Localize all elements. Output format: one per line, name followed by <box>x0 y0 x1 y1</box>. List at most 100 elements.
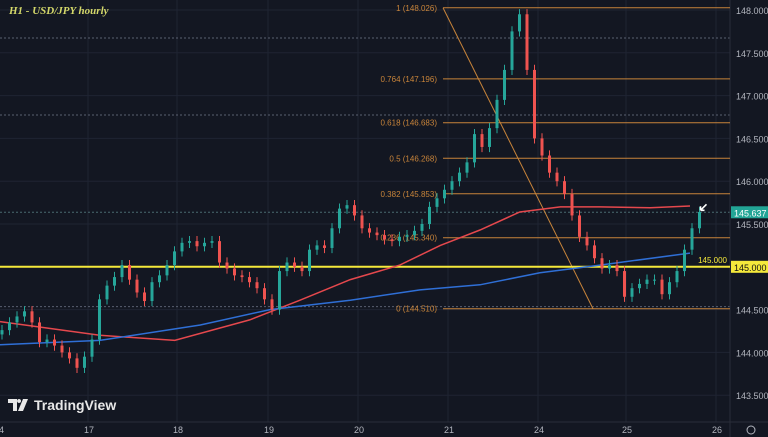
candle <box>653 274 656 285</box>
candle-body <box>465 162 469 173</box>
candle-body <box>435 198 439 207</box>
price-tick-label: 144.000 <box>736 348 768 358</box>
candle-body <box>698 212 701 229</box>
candle <box>308 244 311 277</box>
candle <box>675 265 679 288</box>
candle <box>143 287 146 307</box>
candle <box>390 234 394 247</box>
candle <box>668 277 671 300</box>
current-price-label: 145.637 <box>734 208 767 218</box>
candle <box>638 278 641 294</box>
price-tick-label: 147.500 <box>736 49 768 59</box>
candle <box>488 122 491 153</box>
candle <box>405 229 409 242</box>
time-tick-label: 20 <box>354 425 364 435</box>
time-tick-label: 25 <box>622 425 632 435</box>
candle-body <box>668 282 671 295</box>
candle <box>503 64 506 106</box>
candle <box>113 271 116 291</box>
candle-body <box>578 215 581 237</box>
support-line-label: 145.000 <box>698 256 727 265</box>
tradingview-logo-icon <box>8 399 28 411</box>
fib-level-label: 0 (144.510) <box>396 305 437 314</box>
candle <box>608 259 611 274</box>
candle-body <box>510 31 514 70</box>
candle <box>255 277 259 294</box>
candle-body <box>368 228 371 233</box>
price-tick-label: 144.500 <box>736 306 768 316</box>
support-price-badge-label: 145.000 <box>734 263 767 273</box>
candle-body <box>23 311 26 317</box>
candle-body <box>60 345 64 353</box>
time-tick-label: 14 <box>0 425 4 435</box>
time-tick-label: 24 <box>534 425 544 435</box>
candle-body <box>518 14 521 32</box>
time-tick-label: 26 <box>712 425 722 435</box>
time-tick-label: 21 <box>444 425 454 435</box>
candle-body <box>690 228 694 250</box>
candle-body <box>53 339 56 346</box>
candle <box>660 274 664 300</box>
candle <box>278 265 281 315</box>
candle <box>60 340 64 358</box>
candle-body <box>398 236 401 242</box>
candle-body <box>533 69 536 139</box>
candle <box>30 306 34 328</box>
candle <box>158 270 161 288</box>
candle <box>15 311 19 328</box>
candle-body <box>405 235 409 237</box>
candle-body <box>480 134 484 147</box>
candle-body <box>188 241 191 243</box>
candle-body <box>248 277 251 283</box>
candle <box>450 176 454 195</box>
price-tick-label: 148.000 <box>736 6 768 16</box>
candle <box>428 201 431 230</box>
candle <box>413 225 416 241</box>
candle-body <box>173 251 176 266</box>
moving-average-red <box>0 205 691 342</box>
candle <box>270 294 274 315</box>
candle <box>510 26 514 76</box>
candle-body <box>608 265 611 269</box>
candle <box>540 133 544 161</box>
candle-body <box>8 322 11 331</box>
candle <box>53 334 56 351</box>
candle-body <box>45 339 49 343</box>
candle <box>315 240 319 255</box>
candle-body <box>68 352 71 359</box>
settings-icon[interactable] <box>746 425 756 435</box>
fib-level-label: 0.5 (146.268) <box>389 154 437 163</box>
support-price-badge <box>731 260 768 273</box>
candle-body <box>653 279 656 281</box>
fib-level-label: 0.236 (145.340) <box>381 234 438 243</box>
candle <box>338 203 341 234</box>
candle <box>615 259 619 277</box>
candle <box>585 231 589 251</box>
candle <box>443 184 446 204</box>
candle-body <box>113 277 116 286</box>
candle <box>300 261 304 277</box>
price-tick-label: 145.500 <box>736 220 768 230</box>
candle <box>173 246 176 271</box>
candle-body <box>630 288 634 297</box>
candle-body <box>600 258 604 269</box>
candle <box>600 253 604 274</box>
candle <box>248 271 251 288</box>
candle-body <box>270 299 274 310</box>
candle-body <box>375 232 379 236</box>
current-price-badge <box>731 206 768 219</box>
candle <box>240 270 244 283</box>
candle <box>323 240 326 254</box>
candle-body <box>390 239 394 242</box>
time-tick-label: 17 <box>84 425 94 435</box>
moving-average-blue <box>0 252 691 346</box>
candle <box>683 244 686 277</box>
candle <box>150 277 154 307</box>
chart-title: H1 - USD/JPY hourly <box>9 5 109 17</box>
candle-body <box>38 322 41 343</box>
candle <box>165 259 169 281</box>
candle <box>555 167 559 187</box>
candle <box>195 235 199 252</box>
candle-body <box>450 181 454 190</box>
